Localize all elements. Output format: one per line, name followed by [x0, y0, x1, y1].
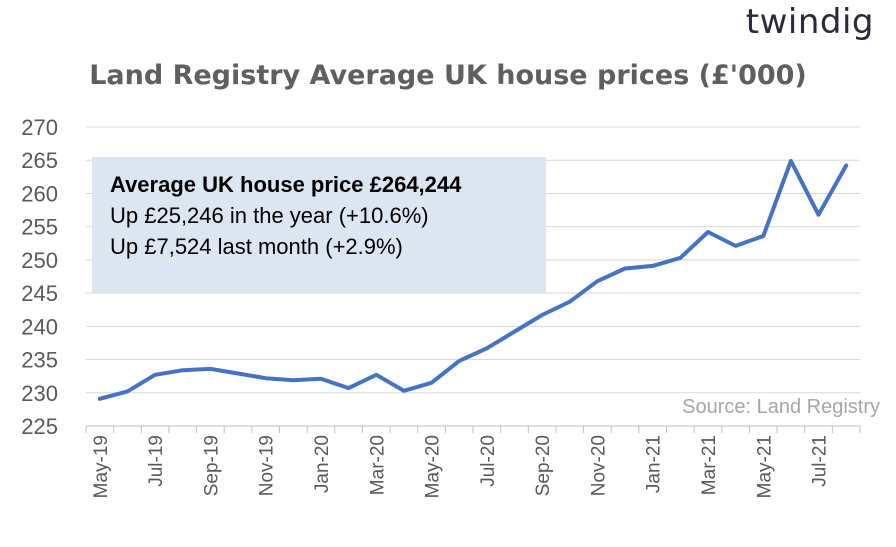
x-tick-label: Nov-19: [257, 435, 278, 496]
x-tick-label: Jan-21: [644, 435, 665, 493]
y-axis-ticks: 225 230 235 240 245 250 255 260 265 270: [21, 115, 58, 439]
y-tick-label: 255: [21, 215, 58, 240]
y-tick-label: 245: [21, 281, 58, 306]
chart-title: Land Registry Average UK house prices (£…: [89, 60, 807, 91]
callout-month-change: Up £7,524 last month (+2.9%): [110, 234, 403, 259]
x-tick-label: Sep-19: [201, 435, 222, 496]
summary-callout: Average UK house price £264,244 Up £25,2…: [92, 157, 546, 293]
y-tick-label: 240: [21, 314, 58, 339]
x-tick-label: May-21: [754, 435, 775, 498]
x-tick-label: Jul-19: [146, 435, 167, 487]
y-tick-label: 225: [21, 414, 58, 439]
x-axis: [85, 425, 861, 433]
x-tick-label: May-19: [91, 435, 112, 498]
series-group: [97, 158, 849, 401]
y-tick-label: 265: [21, 148, 58, 173]
y-tick-label: 270: [21, 115, 58, 140]
callout-headline: Average UK house price £264,244: [110, 172, 462, 197]
x-tick-label: Mar-21: [699, 435, 720, 495]
callout-year-change: Up £25,246 in the year (+10.6%): [110, 203, 429, 228]
y-tick-label: 250: [21, 248, 58, 273]
x-tick-label: Nov-20: [588, 435, 609, 496]
x-tick-label: Mar-20: [367, 435, 388, 495]
y-tick-label: 260: [21, 181, 58, 206]
brand-logo: twindig: [745, 2, 874, 42]
source-note: Source: Land Registry: [682, 396, 880, 418]
x-tick-label: Jul-21: [810, 435, 831, 487]
x-axis-ticks: May-19 Jul-19 Sep-19 Nov-19 Jan-20 Mar-20 May-…: [91, 435, 831, 498]
x-tick-label: Jan-20: [312, 435, 333, 493]
y-tick-label: 235: [21, 348, 58, 373]
x-tick-label: Sep-20: [533, 435, 554, 496]
y-tick-label: 230: [21, 381, 58, 406]
x-tick-label: Jul-20: [478, 435, 499, 487]
x-tick-label: May-20: [423, 435, 444, 498]
series-line: [97, 158, 849, 401]
